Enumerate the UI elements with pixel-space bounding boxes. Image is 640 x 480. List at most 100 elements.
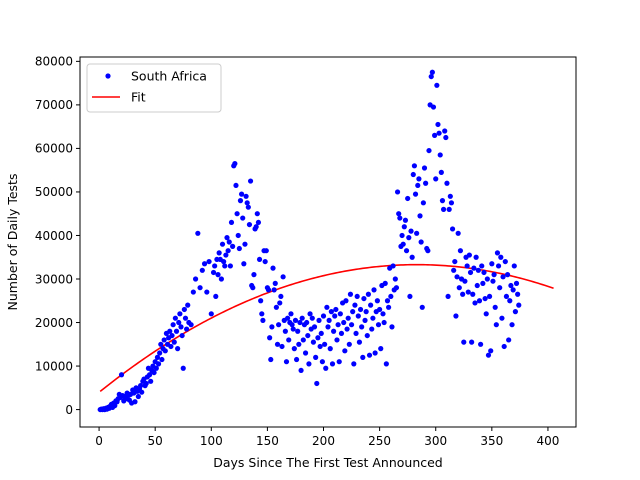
data-point (305, 332, 311, 339)
data-point (185, 302, 191, 308)
data-point (383, 361, 389, 367)
data-point (437, 152, 443, 158)
data-point (148, 378, 154, 384)
data-point (469, 339, 475, 345)
data-point (259, 311, 265, 317)
data-point (267, 335, 273, 341)
data-point (494, 250, 501, 256)
data-point (396, 211, 402, 217)
data-point (201, 261, 208, 267)
data-point (454, 274, 460, 280)
data-point (348, 322, 355, 328)
x-axis-label: Days Since The First Test Announced (213, 455, 443, 470)
data-point (324, 304, 330, 310)
data-point (357, 306, 364, 313)
data-point (253, 224, 259, 230)
data-point (326, 317, 332, 323)
data-point (402, 217, 409, 223)
legend-label-south-africa: South Africa (131, 69, 207, 84)
axes-frame (79, 56, 577, 428)
data-point (315, 335, 321, 341)
data-point (297, 319, 303, 326)
data-point (251, 272, 257, 278)
data-point (511, 263, 517, 269)
y-tick-label: 20000 (35, 316, 73, 330)
data-point (515, 291, 521, 297)
data-point (498, 254, 504, 260)
data-point (464, 263, 470, 269)
data-point (480, 280, 486, 286)
data-point (192, 276, 199, 282)
data-point (197, 285, 203, 291)
data-point (426, 147, 432, 154)
data-point (155, 361, 162, 367)
data-point (414, 230, 420, 236)
data-point (208, 311, 214, 317)
data-point (478, 341, 484, 347)
data-point (233, 182, 239, 189)
data-point (486, 293, 493, 300)
data-point (508, 282, 514, 289)
data-point (432, 132, 438, 138)
data-point (282, 328, 288, 334)
data-point (333, 306, 339, 313)
y-tick-label: 30000 (35, 272, 73, 286)
data-point (151, 369, 157, 376)
data-point (268, 356, 274, 363)
data-point (421, 165, 428, 171)
data-point (403, 248, 410, 254)
data-point (377, 306, 383, 313)
data-point (170, 322, 176, 328)
data-point (507, 298, 513, 304)
data-point (489, 261, 495, 267)
data-point (274, 341, 281, 347)
data-point (359, 324, 365, 330)
data-point (397, 215, 403, 221)
y-tick-label: 40000 (35, 229, 73, 243)
data-point (329, 361, 336, 367)
data-point (364, 332, 370, 339)
data-point (392, 276, 398, 282)
data-point (471, 265, 477, 271)
data-point (225, 248, 231, 254)
data-point (176, 319, 182, 326)
data-point (484, 276, 490, 282)
data-point (132, 399, 138, 405)
data-point (457, 248, 464, 254)
data-point (288, 311, 294, 317)
data-point (213, 293, 219, 300)
data-point (157, 350, 163, 356)
data-point (334, 337, 340, 343)
data-point (355, 313, 361, 319)
y-tick-label: 50000 (35, 185, 73, 199)
data-point (470, 291, 476, 297)
data-point (304, 319, 310, 326)
data-point (204, 289, 210, 295)
data-point (516, 302, 522, 308)
data-point (351, 361, 357, 367)
data-point (246, 221, 253, 228)
data-point (178, 324, 184, 330)
data-point (327, 346, 333, 352)
data-point (344, 326, 350, 332)
data-point (190, 289, 196, 295)
data-point (300, 337, 306, 343)
data-point (230, 243, 236, 249)
data-point (493, 322, 499, 328)
x-axis-ticks: 0 50 100 150 200 250 300 350 400 (95, 427, 559, 448)
data-point (416, 176, 422, 182)
x-tick-label: 50 (148, 434, 163, 448)
data-point (262, 258, 268, 265)
data-point (167, 328, 173, 334)
data-point (491, 272, 497, 278)
data-point (146, 372, 153, 378)
data-point (222, 263, 228, 269)
data-point (240, 215, 246, 221)
data-point (302, 350, 309, 356)
data-point (360, 354, 366, 360)
data-point (320, 313, 327, 319)
data-point (444, 180, 450, 186)
data-point (481, 269, 487, 276)
data-point (318, 330, 324, 337)
data-point (503, 293, 510, 300)
